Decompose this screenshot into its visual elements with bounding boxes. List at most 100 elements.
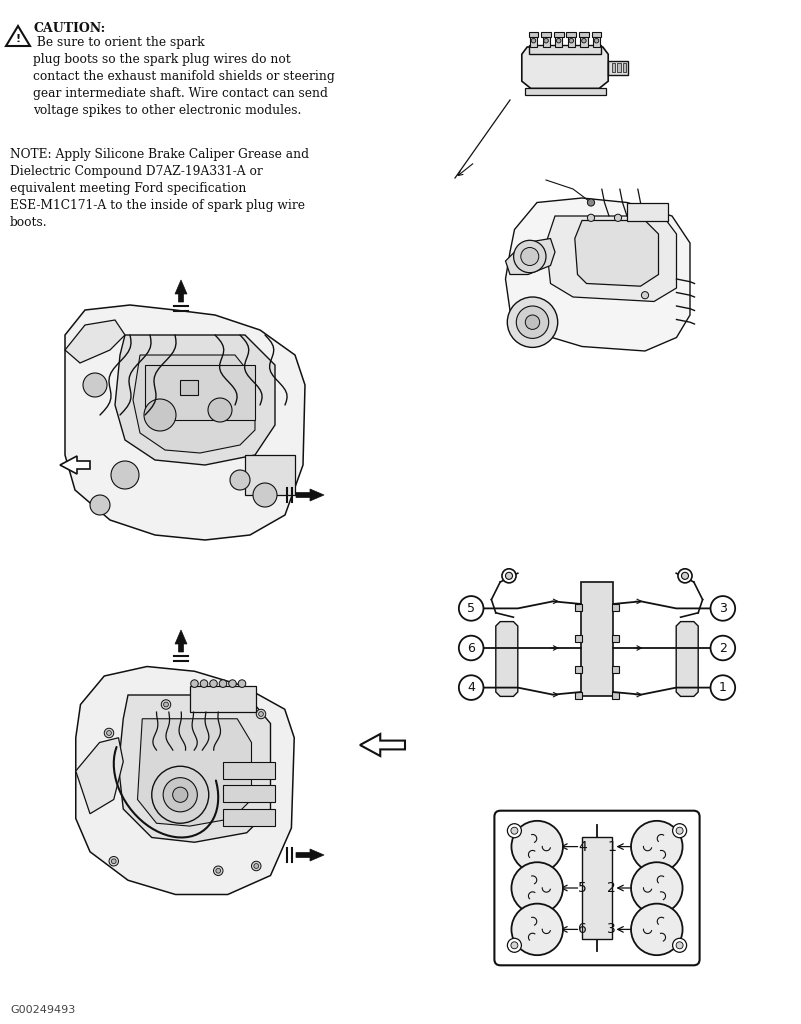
Circle shape <box>521 248 539 265</box>
Circle shape <box>505 572 513 580</box>
Text: 4: 4 <box>467 681 475 694</box>
Circle shape <box>459 675 484 700</box>
Circle shape <box>587 199 594 206</box>
Text: 4: 4 <box>578 840 586 854</box>
Polygon shape <box>296 489 324 501</box>
Text: 3: 3 <box>607 923 616 936</box>
Bar <box>622 63 626 73</box>
Polygon shape <box>505 239 555 274</box>
Circle shape <box>631 821 682 872</box>
Bar <box>580 36 587 47</box>
Circle shape <box>254 863 259 868</box>
Circle shape <box>104 728 114 737</box>
Circle shape <box>507 297 557 347</box>
Text: 6: 6 <box>467 641 475 654</box>
Circle shape <box>109 856 119 866</box>
Circle shape <box>151 766 209 823</box>
FancyBboxPatch shape <box>494 811 699 966</box>
Polygon shape <box>505 198 690 351</box>
Polygon shape <box>119 695 271 843</box>
Text: G00249493: G00249493 <box>10 1005 75 1015</box>
Circle shape <box>525 315 540 330</box>
Circle shape <box>238 680 246 687</box>
Circle shape <box>252 861 261 870</box>
Text: 1: 1 <box>607 840 616 854</box>
Text: 6: 6 <box>578 923 586 936</box>
Circle shape <box>710 636 735 660</box>
Circle shape <box>682 572 689 580</box>
Text: 5: 5 <box>578 881 586 895</box>
Polygon shape <box>76 737 123 814</box>
Circle shape <box>230 470 250 490</box>
Bar <box>180 380 198 395</box>
Circle shape <box>507 823 521 838</box>
Polygon shape <box>175 630 187 652</box>
Bar <box>582 838 612 939</box>
Circle shape <box>459 636 484 660</box>
Polygon shape <box>360 734 405 756</box>
Bar <box>612 666 619 673</box>
Bar <box>223 785 276 803</box>
Circle shape <box>173 787 188 803</box>
Bar <box>542 36 549 47</box>
Circle shape <box>511 827 518 835</box>
Polygon shape <box>575 220 658 286</box>
Text: 5: 5 <box>467 602 475 614</box>
Bar <box>530 36 537 47</box>
Polygon shape <box>175 280 187 302</box>
Circle shape <box>259 712 264 717</box>
Circle shape <box>673 823 686 838</box>
Polygon shape <box>296 849 324 861</box>
Bar <box>575 635 582 642</box>
Circle shape <box>512 821 563 872</box>
Bar <box>612 692 619 699</box>
Circle shape <box>144 399 176 431</box>
Circle shape <box>256 710 266 719</box>
Bar <box>145 365 255 420</box>
Bar <box>223 762 276 778</box>
Polygon shape <box>521 47 608 88</box>
Bar <box>575 692 582 699</box>
Bar <box>618 63 621 73</box>
Circle shape <box>557 39 561 43</box>
Circle shape <box>229 680 236 687</box>
Circle shape <box>587 214 594 221</box>
Polygon shape <box>65 305 305 540</box>
Circle shape <box>710 675 735 700</box>
Circle shape <box>161 699 171 710</box>
Polygon shape <box>6 26 30 46</box>
Circle shape <box>191 680 199 687</box>
Circle shape <box>531 39 536 43</box>
Circle shape <box>507 938 521 952</box>
Circle shape <box>631 862 682 913</box>
Text: !: ! <box>15 34 21 44</box>
Circle shape <box>90 495 110 515</box>
Bar <box>575 604 582 611</box>
Polygon shape <box>133 355 255 453</box>
Bar <box>223 809 276 826</box>
Text: 2: 2 <box>719 641 727 654</box>
Bar <box>582 582 613 696</box>
Polygon shape <box>115 335 275 465</box>
Bar <box>245 455 295 495</box>
Circle shape <box>219 680 227 687</box>
Circle shape <box>253 483 277 507</box>
Circle shape <box>678 568 692 583</box>
Bar <box>568 36 575 47</box>
Text: 1: 1 <box>719 681 727 694</box>
Bar <box>627 203 667 220</box>
Circle shape <box>107 731 111 735</box>
Circle shape <box>111 461 139 489</box>
Polygon shape <box>676 622 698 696</box>
Circle shape <box>111 859 116 863</box>
Text: CAUTION:: CAUTION: <box>33 22 105 35</box>
Circle shape <box>614 214 622 221</box>
Circle shape <box>511 942 518 949</box>
Bar <box>566 32 576 37</box>
Polygon shape <box>496 622 517 696</box>
Bar <box>525 87 606 94</box>
Circle shape <box>676 827 683 835</box>
Polygon shape <box>138 719 252 826</box>
Bar <box>579 32 589 37</box>
Bar <box>593 36 600 47</box>
